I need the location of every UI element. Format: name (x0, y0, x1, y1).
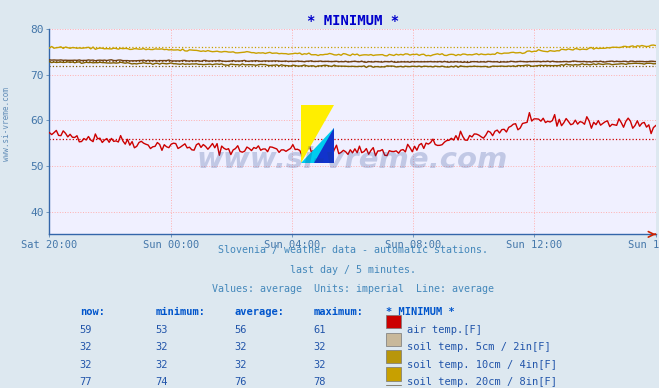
FancyBboxPatch shape (386, 333, 401, 346)
Text: 78: 78 (313, 377, 326, 387)
Text: 32: 32 (235, 360, 247, 369)
Text: www.si-vreme.com: www.si-vreme.com (2, 87, 11, 161)
Text: 32: 32 (235, 342, 247, 352)
Text: soil temp. 10cm / 4in[F]: soil temp. 10cm / 4in[F] (407, 360, 557, 369)
Text: 32: 32 (156, 360, 168, 369)
Text: 32: 32 (80, 342, 92, 352)
FancyBboxPatch shape (386, 350, 401, 363)
Text: average:: average: (235, 307, 284, 317)
FancyBboxPatch shape (386, 385, 401, 388)
Text: 32: 32 (80, 360, 92, 369)
Text: 32: 32 (313, 342, 326, 352)
Text: now:: now: (80, 307, 105, 317)
Text: 53: 53 (156, 325, 168, 334)
Text: 77: 77 (80, 377, 92, 387)
Text: Slovenia / weather data - automatic stations.: Slovenia / weather data - automatic stat… (217, 245, 488, 255)
Text: 59: 59 (80, 325, 92, 334)
Text: maximum:: maximum: (313, 307, 363, 317)
Text: www.si-vreme.com: www.si-vreme.com (197, 146, 508, 175)
Text: 32: 32 (156, 342, 168, 352)
Text: 32: 32 (313, 360, 326, 369)
Text: Values: average  Units: imperial  Line: average: Values: average Units: imperial Line: av… (212, 284, 494, 294)
Text: 74: 74 (156, 377, 168, 387)
FancyBboxPatch shape (386, 315, 401, 328)
Text: air temp.[F]: air temp.[F] (407, 325, 482, 334)
FancyBboxPatch shape (386, 367, 401, 381)
Text: 61: 61 (313, 325, 326, 334)
Text: minimum:: minimum: (156, 307, 206, 317)
Text: soil temp. 20cm / 8in[F]: soil temp. 20cm / 8in[F] (407, 377, 557, 387)
Text: soil temp. 5cm / 2in[F]: soil temp. 5cm / 2in[F] (407, 342, 551, 352)
Text: last day / 5 minutes.: last day / 5 minutes. (289, 265, 416, 275)
Text: 76: 76 (235, 377, 247, 387)
Title: * MINIMUM *: * MINIMUM * (306, 14, 399, 28)
Text: 56: 56 (235, 325, 247, 334)
Text: * MINIMUM *: * MINIMUM * (386, 307, 455, 317)
